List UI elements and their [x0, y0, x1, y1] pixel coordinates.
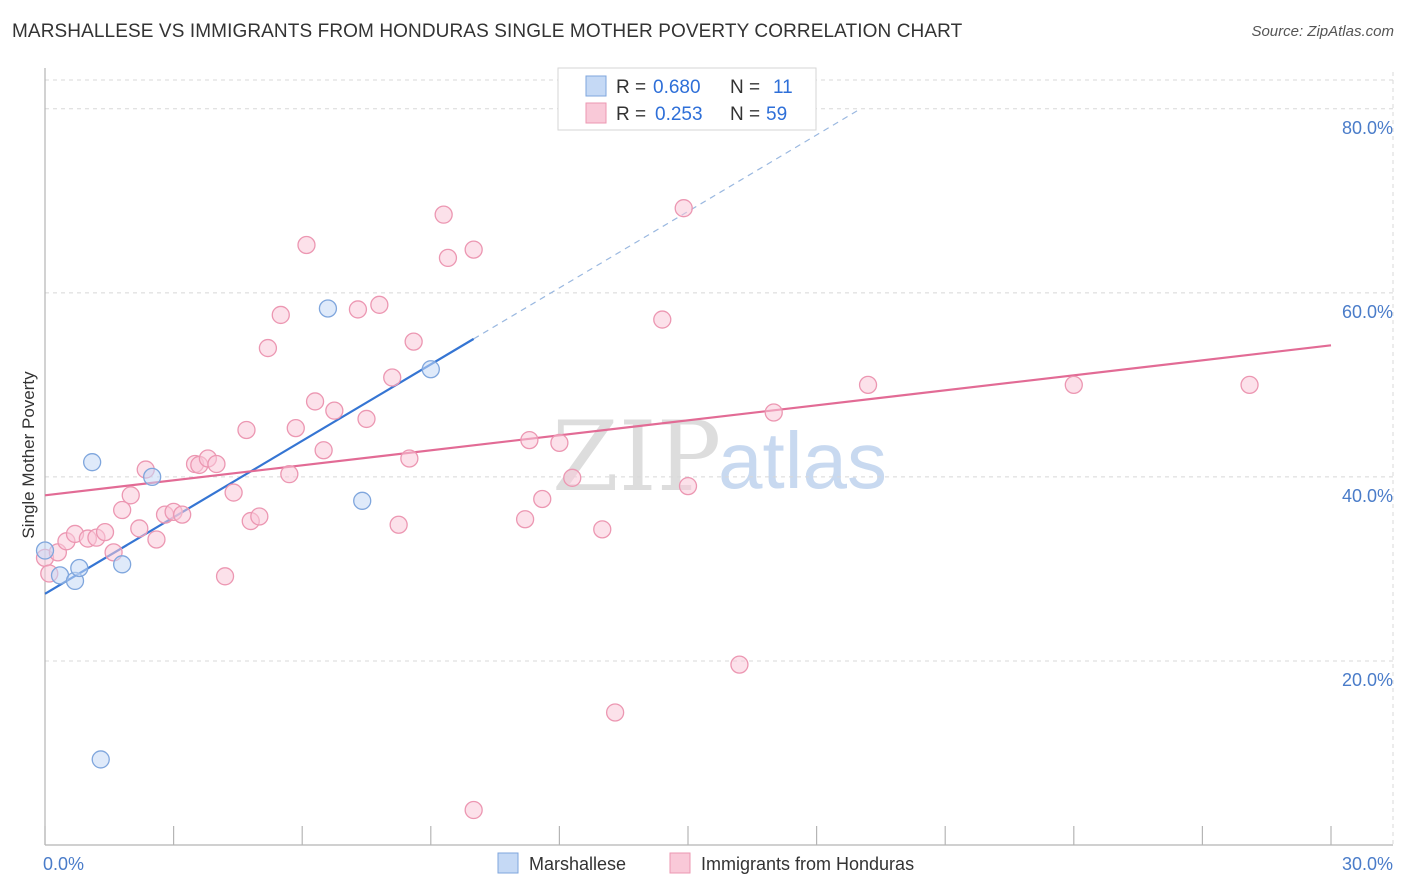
- marshallese-point-7: [91, 750, 110, 769]
- honduras-point-27: [271, 305, 290, 325]
- honduras-point-49: [563, 468, 582, 487]
- honduras-point-23: [237, 420, 256, 440]
- honduras-point-56: [764, 403, 783, 422]
- y-tick-label-1: 40.0%: [1342, 486, 1393, 506]
- honduras-point-48: [550, 433, 569, 453]
- legend-n-value-2: 59: [766, 104, 787, 125]
- honduras-point-16: [173, 505, 192, 524]
- honduras-point-31: [305, 392, 325, 411]
- honduras-point-10: [121, 486, 140, 505]
- honduras-point-28: [280, 464, 299, 484]
- honduras-point-34: [348, 300, 368, 319]
- honduras-point-45: [515, 510, 535, 529]
- honduras-point-41: [434, 205, 453, 224]
- honduras-point-58: [1064, 375, 1083, 395]
- marshallese-point-10: [421, 360, 440, 379]
- honduras-point-57: [858, 375, 878, 395]
- legend-r-label-1: R =: [616, 77, 646, 98]
- legend-swatch-marshallese: [585, 75, 607, 97]
- legend-n-label-2: N =: [730, 104, 760, 125]
- honduras-point-54: [678, 476, 698, 496]
- marshallese-point-8: [318, 299, 338, 318]
- honduras-point-21: [215, 567, 235, 586]
- honduras-point-52: [653, 310, 672, 329]
- marshallese-point-0: [35, 541, 55, 560]
- marshallese-point-6: [143, 467, 162, 487]
- honduras-point-43: [464, 240, 483, 259]
- y-tick-label-3: 80.0%: [1342, 118, 1393, 138]
- legend-r-label-2: R =: [616, 104, 646, 125]
- honduras-point-9: [113, 500, 132, 520]
- honduras-point-13: [147, 530, 166, 549]
- x-tick-label-1: 30.0%: [1342, 854, 1393, 874]
- honduras-point-46: [520, 430, 539, 450]
- honduras-point-37: [383, 368, 402, 387]
- x-tick-label-0: 0.0%: [43, 854, 84, 874]
- y-tick-label-2: 60.0%: [1342, 302, 1393, 322]
- honduras-point-55: [730, 655, 749, 674]
- marshallese-point-9: [353, 491, 372, 510]
- legend-swatch-honduras: [585, 102, 607, 124]
- source-credit: Source: ZipAtlas.com: [1251, 23, 1394, 40]
- legend-r-value-1: 0.680: [653, 77, 701, 98]
- x-tick-labels: 0.0% 30.0%: [43, 854, 1393, 874]
- bottom-legend-marshallese: Marshallese: [529, 854, 626, 874]
- honduras-point-33: [325, 401, 344, 420]
- legend-n-label-1: N =: [730, 77, 760, 98]
- honduras-point-29: [286, 418, 305, 438]
- honduras-point-36: [370, 295, 389, 314]
- honduras-point-50: [593, 520, 612, 539]
- honduras-point-25: [250, 507, 269, 526]
- honduras-point-20: [207, 454, 226, 474]
- bottom-legend-honduras: Immigrants from Honduras: [701, 854, 914, 874]
- honduras-point-7: [95, 522, 115, 542]
- honduras-point-22: [224, 483, 243, 502]
- trend-lines: [44, 108, 1332, 595]
- marshallese-point-3: [70, 558, 89, 578]
- honduras-trend-line: [44, 344, 1332, 497]
- honduras-point-51: [605, 703, 625, 722]
- correlation-legend: R = 0.680 N = 11 R = 0.253 N = 59: [557, 67, 817, 131]
- honduras-point-26: [258, 338, 278, 358]
- marshallese-point-5: [113, 555, 132, 574]
- zipatlas-watermark: ZIP atlas: [552, 401, 887, 513]
- honduras-point-47: [533, 489, 552, 509]
- y-axis-title: Single Mother Poverty: [19, 371, 38, 539]
- honduras-point-11: [130, 519, 149, 538]
- honduras-point-32: [314, 441, 333, 460]
- honduras-point-42: [438, 248, 458, 268]
- honduras-point-59: [1240, 375, 1259, 395]
- honduras-point-38: [389, 515, 408, 534]
- legend-r-value-2: 0.253: [655, 104, 703, 125]
- marshallese-trend-extension: [473, 108, 860, 340]
- grid-lines: [45, 72, 1394, 845]
- honduras-point-39: [400, 449, 419, 468]
- y-tick-labels: 20.0% 40.0% 60.0% 80.0%: [1342, 118, 1393, 690]
- bottom-legend-swatch-honduras: [669, 852, 691, 874]
- legend-n-value-1: 11: [773, 77, 793, 98]
- watermark-zip: ZIP: [552, 401, 721, 513]
- marshallese-point-4: [83, 453, 102, 472]
- data-points: [35, 199, 1259, 820]
- honduras-point-35: [357, 409, 376, 429]
- honduras-point-44: [464, 800, 483, 820]
- honduras-point-30: [297, 235, 316, 255]
- honduras-point-53: [674, 199, 693, 218]
- series-legend: Marshallese Immigrants from Honduras: [497, 852, 914, 874]
- chart-title: MARSHALLESE VS IMMIGRANTS FROM HONDURAS …: [12, 21, 963, 42]
- watermark-atlas: atlas: [718, 416, 887, 505]
- axes: [44, 68, 1393, 846]
- bottom-legend-swatch-marshallese: [497, 852, 519, 874]
- honduras-point-40: [404, 332, 423, 351]
- y-tick-label-0: 20.0%: [1342, 670, 1393, 690]
